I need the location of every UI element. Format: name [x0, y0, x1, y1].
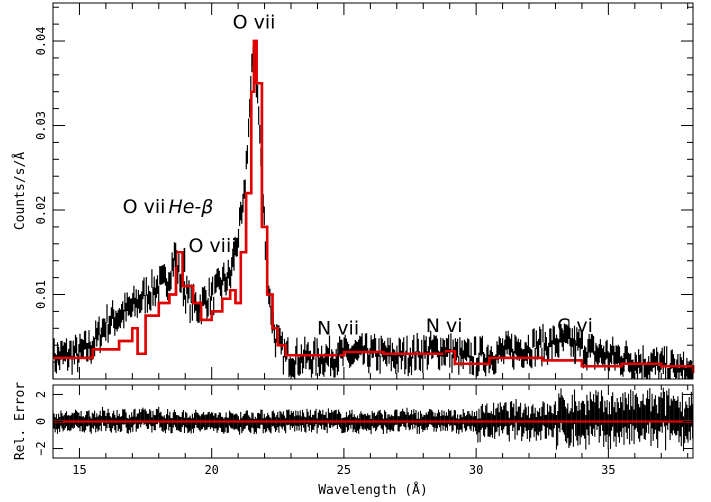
residual-y-tick-label: 0 [34, 418, 48, 425]
x-tick-label: 35 [601, 463, 615, 477]
line-label-suffix: He-β [168, 196, 213, 218]
residual-ticks: 15 20 25 30 35 −2 0 2 [34, 385, 693, 477]
line-label: O vii [123, 196, 166, 218]
residual-panel: 15 20 25 30 35 −2 0 2 Rel. Error Wavelength (Å) [13, 382, 694, 498]
spectrum-frame [52, 2, 694, 380]
spectrum-y-tick-label: 0.03 [34, 111, 48, 140]
x-tick-label: 20 [204, 463, 218, 477]
x-tick-label: 15 [72, 463, 86, 477]
x-tick-label: 25 [337, 463, 351, 477]
line-label: N vi [426, 315, 463, 337]
spectrum-y-tick-label: 0.04 [34, 27, 48, 56]
model-curve-overlay [53, 39, 695, 374]
residual-y-axis-label: Rel. Error [13, 382, 28, 460]
spectrum-y-tick-label: 0.02 [34, 196, 48, 225]
line-label: O viii [188, 235, 236, 257]
spectrum-ticks: 0.01 0.02 0.03 0.04 [34, 3, 693, 379]
spectrum-y-axis-label: Counts/s/Å [12, 152, 28, 230]
residual-y-tick-label: −2 [34, 441, 48, 455]
line-label: C vi [557, 315, 593, 337]
x-axis-label: Wavelength (Å) [318, 482, 428, 498]
line-label: O vii [233, 11, 276, 33]
spectrum-y-tick-label: 0.01 [34, 280, 48, 309]
line-label: N vii [317, 318, 359, 340]
residual-y-tick-label: 2 [34, 391, 48, 398]
x-tick-label: 30 [469, 463, 483, 477]
